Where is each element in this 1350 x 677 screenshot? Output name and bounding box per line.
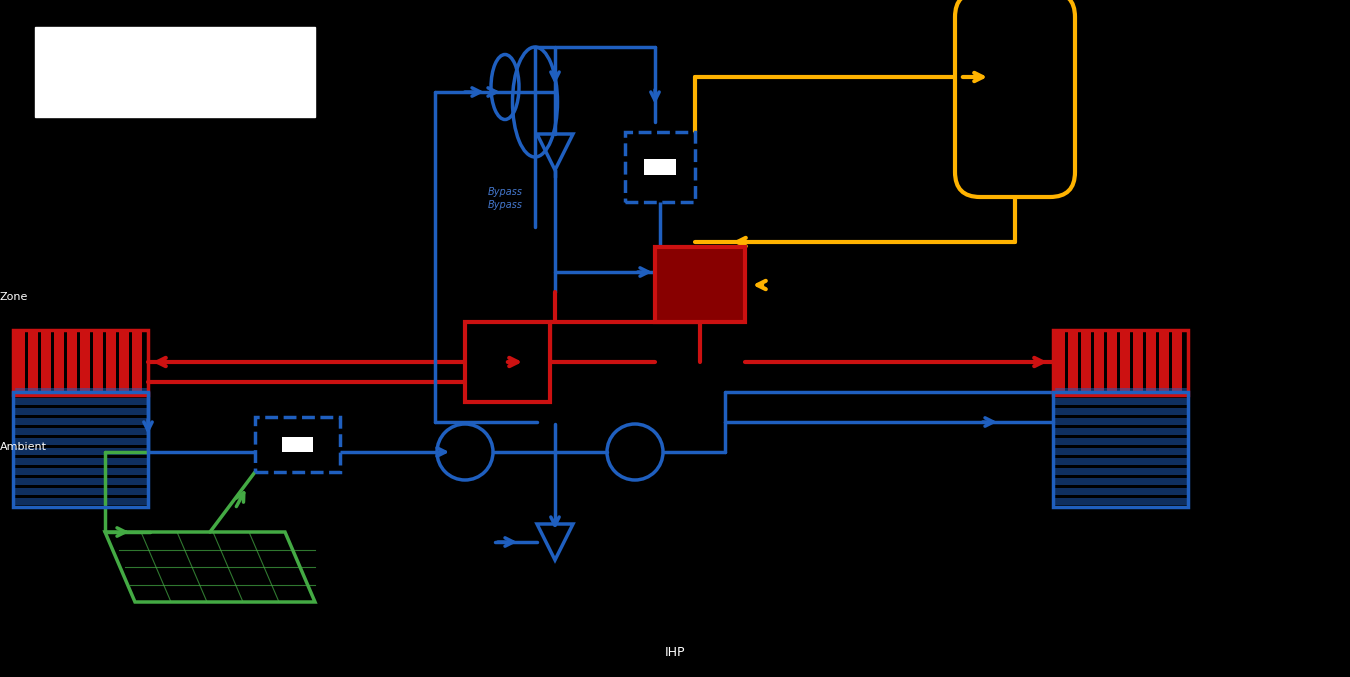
Bar bbox=[1053, 398, 1188, 405]
Bar bbox=[1053, 458, 1188, 465]
Bar bbox=[68, 332, 77, 392]
Bar bbox=[1054, 332, 1065, 392]
Bar bbox=[1053, 478, 1188, 485]
Bar bbox=[1053, 468, 1188, 475]
Bar bbox=[14, 478, 148, 485]
Text: BHP: BHP bbox=[284, 438, 312, 451]
Bar bbox=[14, 498, 148, 505]
Text: BHP: BHP bbox=[645, 160, 675, 173]
Bar bbox=[14, 428, 148, 435]
Bar bbox=[1053, 388, 1188, 395]
Bar bbox=[1053, 418, 1188, 425]
Bar bbox=[1160, 332, 1169, 392]
Bar bbox=[14, 398, 148, 405]
Bar bbox=[1094, 332, 1104, 392]
Bar bbox=[1053, 428, 1188, 435]
Bar bbox=[1068, 332, 1079, 392]
Bar bbox=[14, 468, 148, 475]
FancyBboxPatch shape bbox=[954, 0, 1075, 197]
Bar bbox=[14, 388, 148, 395]
Bar bbox=[1053, 448, 1188, 455]
Bar bbox=[1053, 408, 1188, 415]
Bar bbox=[1133, 332, 1143, 392]
Text: Ambient: Ambient bbox=[0, 442, 47, 452]
Bar bbox=[1146, 332, 1156, 392]
Bar bbox=[15, 332, 26, 392]
Bar bbox=[119, 332, 130, 392]
Bar bbox=[1120, 332, 1130, 392]
Bar bbox=[132, 332, 142, 392]
Bar bbox=[14, 448, 148, 455]
Bar bbox=[40, 332, 51, 392]
Bar bbox=[1053, 498, 1188, 505]
Bar bbox=[14, 418, 148, 425]
Bar bbox=[14, 488, 148, 495]
Bar bbox=[1053, 438, 1188, 445]
Bar bbox=[80, 332, 90, 392]
Bar bbox=[54, 332, 63, 392]
Bar bbox=[107, 332, 116, 392]
Text: Bypass: Bypass bbox=[487, 200, 522, 210]
Text: Bypass: Bypass bbox=[487, 187, 522, 197]
FancyBboxPatch shape bbox=[35, 27, 315, 117]
FancyBboxPatch shape bbox=[255, 417, 340, 472]
Bar bbox=[28, 332, 38, 392]
FancyBboxPatch shape bbox=[625, 132, 695, 202]
Bar bbox=[14, 438, 148, 445]
Bar bbox=[1172, 332, 1183, 392]
Bar bbox=[1053, 488, 1188, 495]
Bar bbox=[1081, 332, 1091, 392]
Bar bbox=[1107, 332, 1116, 392]
Bar bbox=[14, 458, 148, 465]
FancyBboxPatch shape bbox=[655, 247, 745, 322]
Bar bbox=[93, 332, 103, 392]
Text: IHP: IHP bbox=[664, 645, 686, 659]
FancyBboxPatch shape bbox=[464, 322, 549, 402]
Text: Zone: Zone bbox=[0, 292, 28, 302]
Bar bbox=[14, 408, 148, 415]
